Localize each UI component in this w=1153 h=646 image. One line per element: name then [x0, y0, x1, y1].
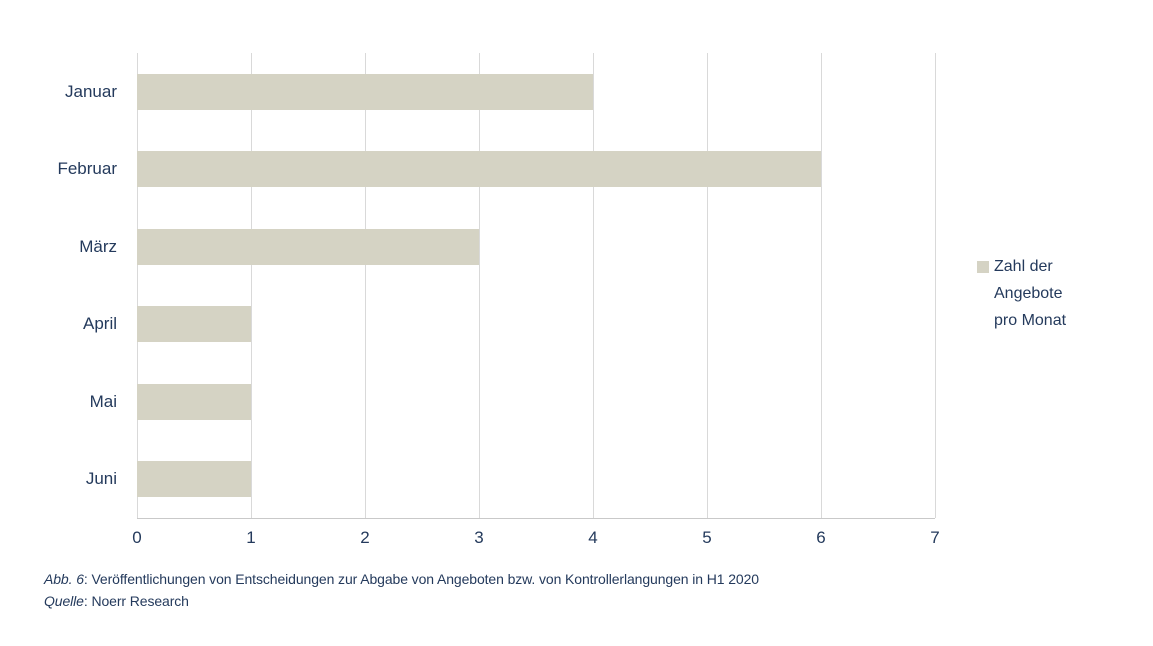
x-tick-label: 0 — [132, 528, 142, 547]
gridline — [251, 53, 252, 518]
category-label-februar: Februar — [57, 159, 117, 179]
bar-maerz — [137, 228, 479, 265]
caption-figure-text: : Veröffentlichungen von Entscheidungen … — [83, 571, 759, 587]
caption-source-label: Quelle — [44, 593, 84, 609]
gridline — [707, 53, 708, 518]
x-tick-label: 6 — [816, 528, 826, 547]
x-axis-ticks: 0 1 2 3 4 5 6 7 — [132, 526, 939, 550]
legend-swatch-icon — [977, 261, 989, 273]
gridline — [593, 53, 594, 518]
gridline — [137, 53, 138, 518]
category-label-mai: Mai — [89, 391, 117, 411]
x-tick-label: 1 — [246, 528, 256, 547]
y-axis-category-labels: Januar Februar März April Mai Juni — [0, 53, 137, 518]
bar-februar — [137, 151, 821, 188]
bar-april — [137, 306, 251, 343]
caption-source-text: : Noerr Research — [83, 593, 189, 609]
category-label-januar: Januar — [65, 81, 117, 101]
bar-januar — [137, 73, 593, 110]
legend-label: Zahl der Angebote pro Monat — [994, 258, 1067, 329]
bar-juni — [137, 461, 251, 498]
gridline — [479, 53, 480, 518]
x-tick-label: 7 — [930, 528, 940, 547]
caption-figure-label: Abb. 6 — [44, 571, 84, 587]
figure-caption: Abb. 6: Veröffentlichungen von Entscheid… — [44, 568, 759, 612]
x-tick-label: 4 — [588, 528, 598, 547]
plot-area — [137, 53, 936, 519]
legend: Zahl der Angebote pro Monat — [977, 253, 1084, 334]
caption-line-1: Abb. 6: Veröffentlichungen von Entscheid… — [44, 568, 759, 590]
x-tick-label: 3 — [474, 528, 484, 547]
bar-mai — [137, 383, 251, 420]
category-label-april: April — [82, 314, 117, 334]
gridline — [935, 53, 936, 518]
caption-line-2: Quelle: Noerr Research — [44, 590, 759, 612]
gridline — [821, 53, 822, 518]
x-tick-label: 5 — [702, 528, 712, 547]
gridline — [365, 53, 366, 518]
category-label-juni: Juni — [85, 469, 117, 489]
category-label-maerz: März — [79, 236, 117, 256]
x-tick-label: 2 — [360, 528, 370, 547]
